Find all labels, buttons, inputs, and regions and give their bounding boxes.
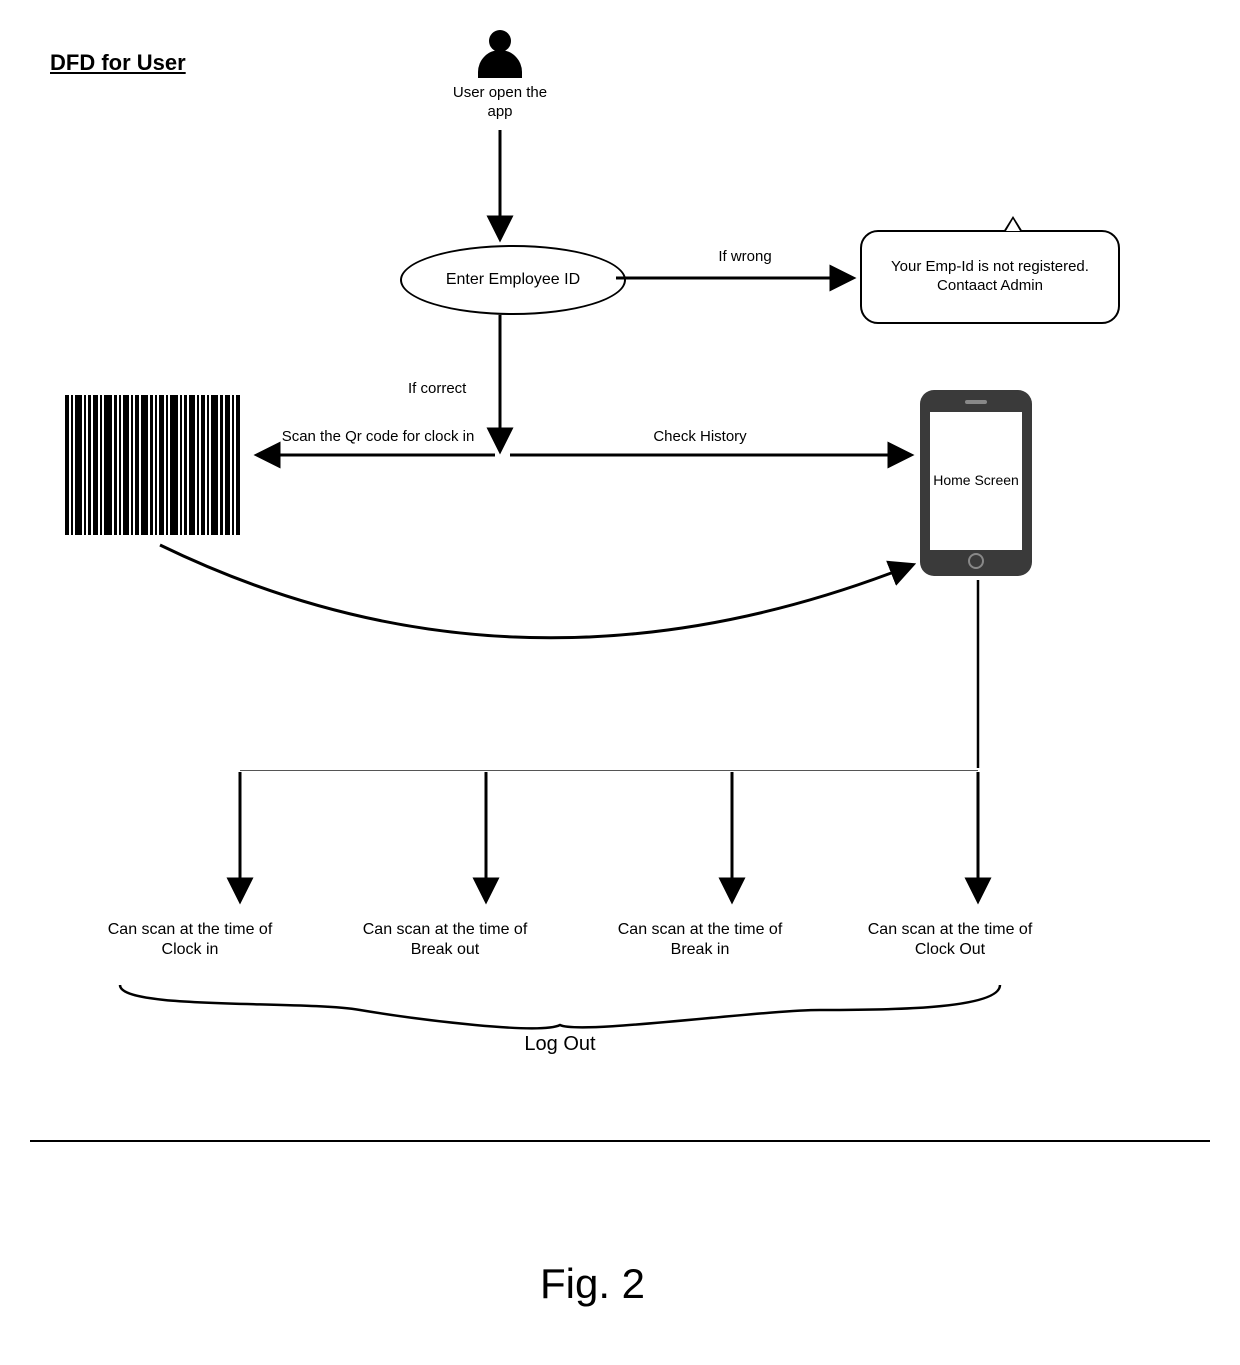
logout-group-label: Log Out: [500, 1032, 620, 1057]
edge-label-scan-qr: Scan the Qr code for clock in: [258, 428, 498, 447]
enter-employee-id-label: Enter Employee ID: [446, 271, 580, 289]
phone-icon: Home Screen: [920, 390, 1032, 576]
action-clock-out: Can scan at the time of Clock Out: [855, 920, 1045, 960]
action-break-out: Can scan at the time of Break out: [350, 920, 540, 960]
user-icon: [470, 30, 530, 90]
diagram-title: DFD for User: [50, 50, 186, 76]
action-clock-in: Can scan at the time of Clock in: [95, 920, 285, 960]
diagram-canvas: DFD for User User open the app Enter Emp…: [0, 0, 1240, 1365]
barcode-icon: [65, 395, 245, 535]
action-bar-line: [240, 770, 978, 771]
edge-label-check-history: Check History: [630, 428, 770, 447]
error-callout-label: Your Emp-Id is not registered. Contaact …: [870, 258, 1110, 296]
action-break-in: Can scan at the time of Break in: [605, 920, 795, 960]
enter-employee-id-node: Enter Employee ID: [400, 245, 626, 315]
edge-label-if-wrong: If wrong: [700, 248, 790, 267]
arrows-overlay: [0, 0, 1240, 1365]
bottom-divider: [30, 1140, 1210, 1142]
user-label: User open the app: [450, 84, 550, 122]
error-callout: Your Emp-Id is not registered. Contaact …: [860, 230, 1120, 324]
figure-caption: Fig. 2: [540, 1260, 645, 1308]
edge-label-if-correct: If correct: [408, 380, 498, 399]
phone-screen-label: Home Screen: [933, 472, 1019, 490]
